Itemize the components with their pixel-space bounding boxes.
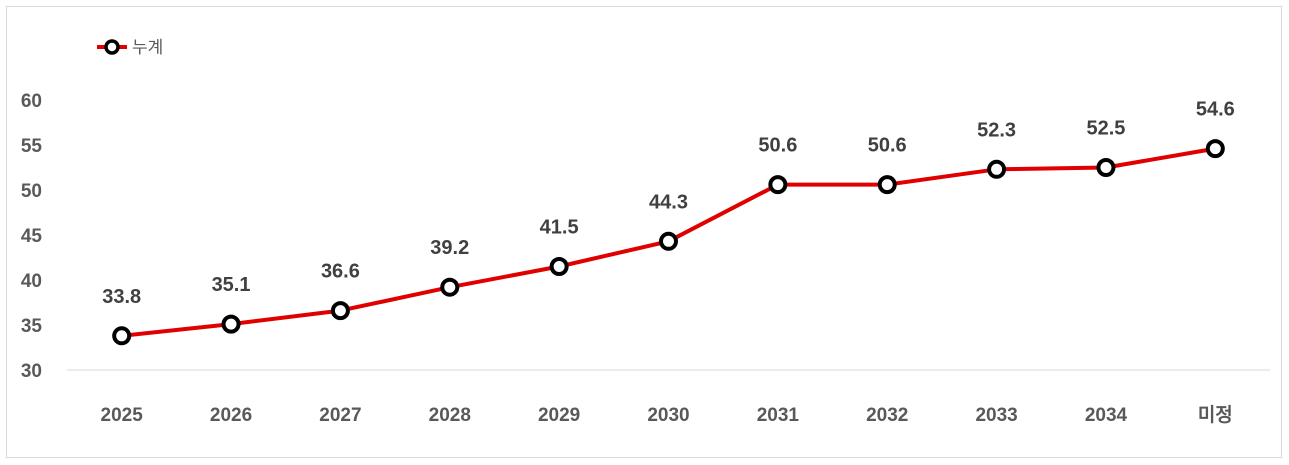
y-tick-label: 45 xyxy=(21,226,43,247)
x-tick-label: 2034 xyxy=(1085,405,1128,426)
data-point xyxy=(768,175,788,195)
x-tick-label: 2025 xyxy=(101,405,144,426)
x-tick-label: 2027 xyxy=(319,405,361,426)
data-label: 33.8 xyxy=(102,286,141,308)
legend: 누계 xyxy=(97,38,163,57)
data-point xyxy=(659,231,678,251)
data-label: 44.3 xyxy=(649,191,688,213)
x-tick-label: 2030 xyxy=(647,405,689,426)
data-label: 54.6 xyxy=(1196,99,1235,121)
y-axis: 30 35 40 45 50 55 60 xyxy=(21,91,43,382)
x-tick-label: 2028 xyxy=(429,405,471,426)
x-tick-label: 미정 xyxy=(1198,404,1233,426)
data-point xyxy=(112,326,132,346)
data-label: 52.3 xyxy=(977,119,1016,141)
y-tick-label: 50 xyxy=(21,181,42,202)
data-point xyxy=(221,314,241,334)
y-tick-label: 60 xyxy=(21,91,42,112)
x-tick-label: 2029 xyxy=(538,405,580,426)
data-label: 50.6 xyxy=(758,135,797,157)
data-point xyxy=(549,257,569,276)
x-tick-label: 2026 xyxy=(210,405,252,426)
x-tick-label: 2031 xyxy=(757,405,800,426)
data-label: 36.6 xyxy=(321,261,360,283)
data-labels: 33.8 35.1 36.6 39.2 41.5 44.3 50.6 50.6 52.3 52.5… xyxy=(102,99,1235,308)
x-tick-label: 2032 xyxy=(866,405,908,426)
data-points xyxy=(112,139,1225,346)
y-tick-label: 40 xyxy=(21,271,42,292)
data-point xyxy=(877,175,897,195)
data-point xyxy=(987,159,1007,179)
data-point xyxy=(440,277,460,297)
y-tick-label: 55 xyxy=(21,136,43,157)
legend-label: 누계 xyxy=(132,38,163,57)
x-tick-label: 2033 xyxy=(975,405,1017,426)
y-tick-label: 30 xyxy=(21,361,42,382)
data-label: 39.2 xyxy=(430,237,469,259)
data-label: 35.1 xyxy=(212,274,251,296)
data-point xyxy=(330,301,350,321)
data-label: 50.6 xyxy=(868,135,907,157)
data-label: 41.5 xyxy=(540,217,579,239)
legend-marker xyxy=(104,39,120,55)
data-point xyxy=(1096,158,1116,177)
chart-frame xyxy=(6,6,1282,458)
x-axis: 2025 2026 2027 2028 2029 2030 2031 2032 2033 2034… xyxy=(101,404,1233,426)
data-point xyxy=(1205,139,1225,159)
y-tick-label: 35 xyxy=(21,316,43,337)
data-label: 52.5 xyxy=(1086,118,1125,140)
